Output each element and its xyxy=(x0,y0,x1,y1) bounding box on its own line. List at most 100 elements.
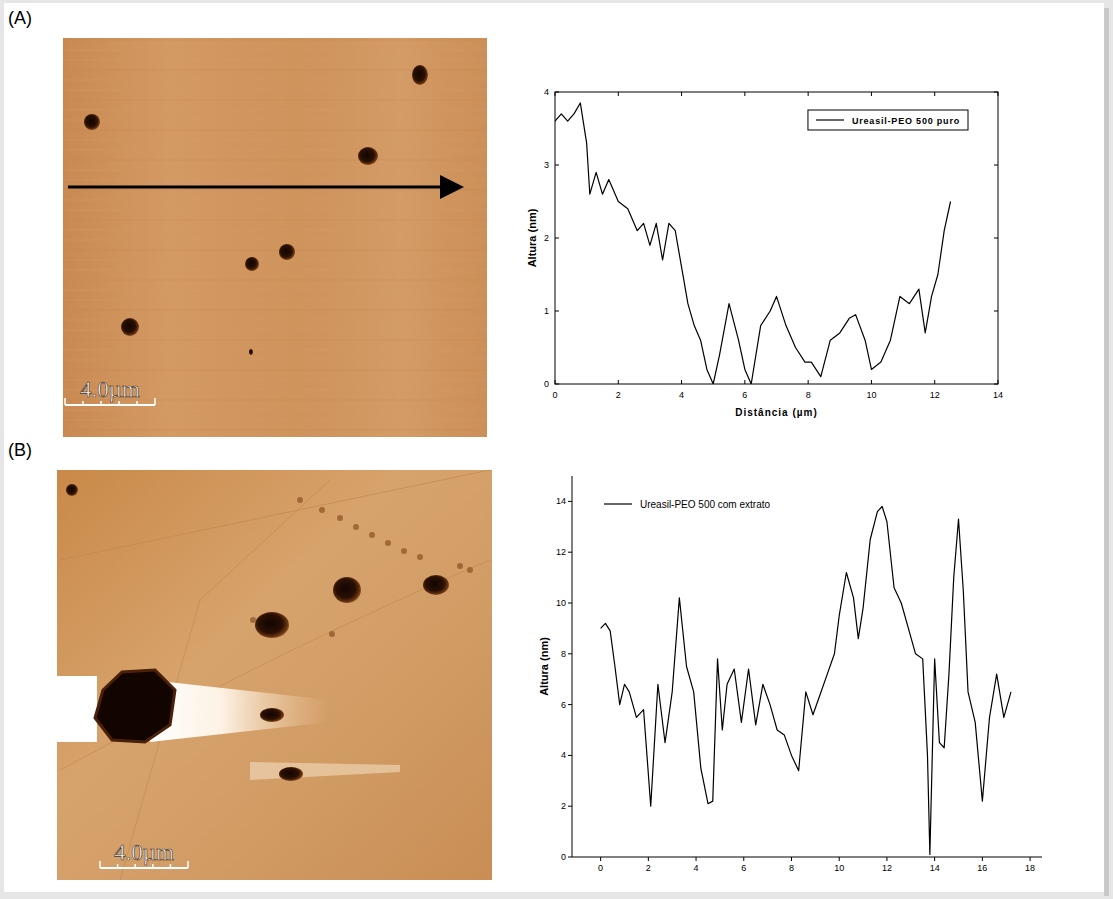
afm-scan-line xyxy=(63,270,487,271)
x-tick-label: 12 xyxy=(882,863,892,873)
y-tick-label: 12 xyxy=(556,547,566,557)
x-tick-label: 16 xyxy=(977,863,987,873)
scale-bar-tick xyxy=(136,401,138,405)
afm-pit xyxy=(121,318,139,336)
afm-scan-line xyxy=(63,200,487,201)
x-tick xyxy=(744,380,745,384)
x-tick xyxy=(982,857,983,861)
chart-0: (A)0246810121401234Distância (µm)Altura … xyxy=(8,8,1003,418)
figure-background xyxy=(4,3,1104,892)
profile-line xyxy=(601,506,1011,854)
scale-bar-tick xyxy=(187,861,189,868)
x-tick xyxy=(618,92,619,96)
afm-grain xyxy=(297,497,303,503)
axes: 0246810121401234Distância (µm)Altura (nm… xyxy=(526,87,1003,418)
legend-swatch xyxy=(604,503,632,504)
x-tick xyxy=(808,380,809,384)
afm-pit xyxy=(249,349,253,355)
x-tick xyxy=(998,380,999,384)
y-tick-label: 0 xyxy=(561,852,566,862)
scale-bar-tick xyxy=(64,398,66,405)
x-tick xyxy=(934,857,935,861)
afm-scan-line xyxy=(63,430,487,431)
y-tick-label: 2 xyxy=(561,801,566,811)
y-tick-label: 6 xyxy=(561,700,566,710)
y-tick xyxy=(555,92,559,93)
profile-arrow xyxy=(68,186,458,189)
afm-pit xyxy=(279,244,295,260)
afm-grain xyxy=(353,524,359,530)
afm-pit xyxy=(66,484,78,496)
legend-label: Ureasil-PEO 500 puro xyxy=(852,116,960,126)
y-tick-label: 10 xyxy=(556,598,566,608)
axes: 02468101214161802468101214Altura (nm) xyxy=(538,476,1042,873)
plot-frame xyxy=(555,92,998,384)
y-tick-label: 4 xyxy=(544,87,549,97)
afm-pit xyxy=(333,577,361,603)
afm-scan-line xyxy=(63,240,487,241)
afm-scan-line xyxy=(63,110,487,111)
scale-bar-tick xyxy=(152,864,154,868)
afm-scan-line xyxy=(63,280,487,281)
afm-pit xyxy=(279,767,303,781)
y-tick-label: 2 xyxy=(544,233,549,243)
afm-scan-line xyxy=(63,220,487,221)
afm-scan-line xyxy=(63,40,487,41)
x-tick-label: 0 xyxy=(598,863,603,873)
y-tick xyxy=(555,238,559,239)
x-tick-label: 10 xyxy=(866,390,876,400)
afm-scan-line xyxy=(63,290,487,291)
afm-scan-line xyxy=(63,130,487,131)
x-tick xyxy=(555,380,556,384)
y-tick xyxy=(568,603,572,604)
y-tick xyxy=(568,806,572,807)
x-tick xyxy=(839,857,840,861)
x-tick xyxy=(618,380,619,384)
x-tick xyxy=(871,92,872,96)
x-tick-label: 0 xyxy=(552,390,557,400)
afm-pit xyxy=(84,114,100,130)
x-tick-label: 14 xyxy=(993,390,1003,400)
afm-scan-line xyxy=(63,350,487,351)
afm-grain xyxy=(467,567,473,573)
afm-glow xyxy=(57,676,97,742)
x-axis-line xyxy=(572,857,1042,858)
y-tick xyxy=(568,501,572,502)
x-tick-label: 4 xyxy=(679,390,684,400)
y-tick xyxy=(568,857,572,858)
afm-grain xyxy=(337,515,343,521)
afm-scan-line xyxy=(63,420,487,421)
afm-scan-line xyxy=(63,50,487,51)
scale-bar-tick xyxy=(117,864,119,868)
y-axis-title: Altura (nm) xyxy=(526,208,538,267)
x-tick-label: 4 xyxy=(694,863,699,873)
afm-pit xyxy=(255,612,289,638)
afm-scan-line xyxy=(63,120,487,121)
y-tick-label: 8 xyxy=(561,649,566,659)
afm-scan-line xyxy=(63,370,487,371)
figure-border xyxy=(0,0,1113,899)
scale-bar-tick xyxy=(170,864,172,868)
y-tick xyxy=(568,552,572,553)
afm-scan-line xyxy=(63,360,487,361)
y-tick xyxy=(555,311,559,312)
afm-scan-line xyxy=(63,340,487,341)
y-tick xyxy=(994,165,998,166)
afm-scan-line xyxy=(63,180,487,181)
afm-scan-line xyxy=(63,260,487,261)
scale-bar-tick xyxy=(118,401,120,405)
afm-scan-line xyxy=(63,230,487,231)
x-tick-label: 2 xyxy=(616,390,621,400)
afm-scan-line xyxy=(63,210,487,211)
y-axis-title: Altura (nm) xyxy=(538,637,550,696)
x-tick-label: 8 xyxy=(789,863,794,873)
y-tick xyxy=(994,92,998,93)
afm-pit xyxy=(412,65,428,85)
scale-bar-label: 4.0µm xyxy=(80,377,140,402)
y-tick-label: 14 xyxy=(556,496,566,506)
x-tick-label: 2 xyxy=(646,863,651,873)
afm-scan-line xyxy=(63,90,487,91)
panel-label: (A) xyxy=(8,8,32,28)
y-tick-label: 0 xyxy=(544,379,549,389)
afm-glow xyxy=(250,762,400,780)
